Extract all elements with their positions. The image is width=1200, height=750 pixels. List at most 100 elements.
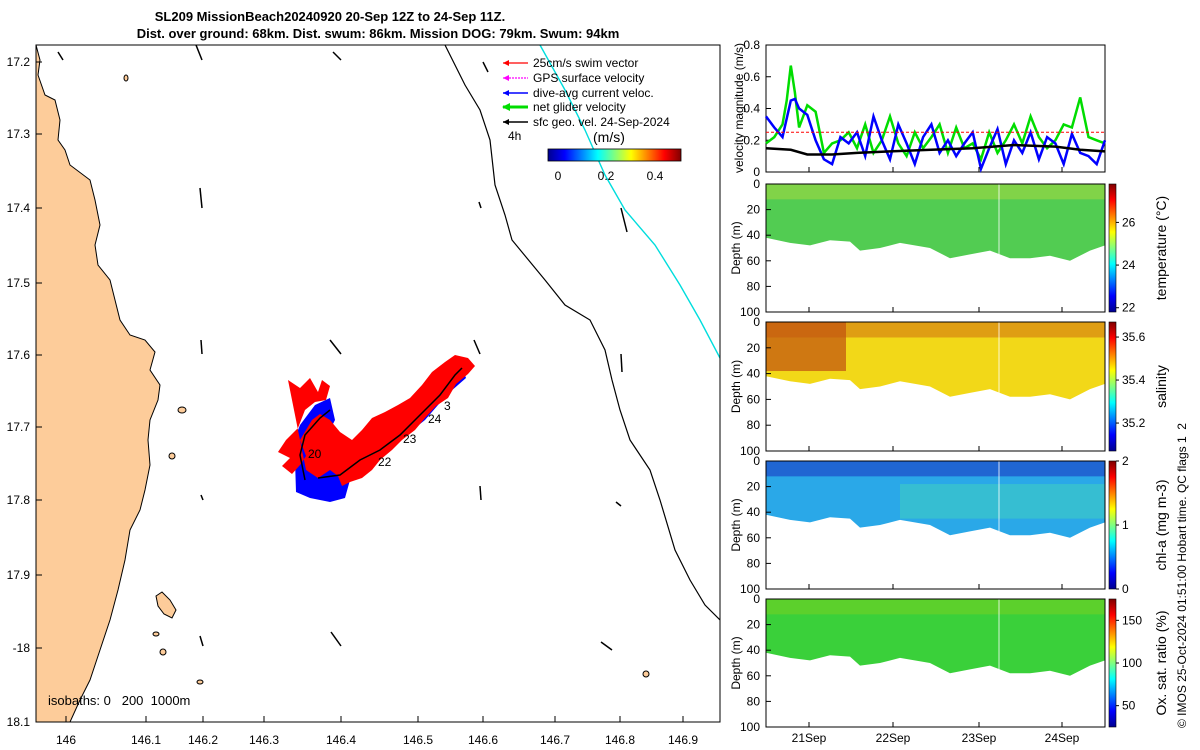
section-ylabel: Depth (m): [729, 636, 743, 689]
section-y-tick-label: 80: [747, 279, 761, 293]
map-x-tick-label: 146.5: [403, 733, 433, 747]
section-surface-layer: [766, 184, 1105, 200]
island: [155, 591, 177, 619]
map-legend: 25cm/s swim vector GPS surface velocity …: [502, 56, 682, 183]
section-data-field: [766, 322, 1105, 400]
section-colorbar-label: temperature (°C): [1153, 196, 1169, 300]
colorbar-label: (m/s): [593, 129, 625, 145]
map-y-tick-label: 17.2: [7, 55, 31, 69]
section-ylabel: Depth (m): [729, 360, 743, 413]
island: [196, 679, 204, 685]
timeseries-line-dive-avg-current-veloc-: [764, 97, 1107, 174]
map-x-tick-label: 146.4: [326, 733, 356, 747]
map-x-axis: 146 146.1 146.2 146.3 146.4 146.5 146.6 146.7 14…: [56, 716, 698, 747]
section-colorbar-label: chl-a (mg m-3): [1153, 479, 1169, 570]
section-colorbar-tick-label: 2: [1122, 454, 1129, 468]
map-y-tick-label: 17.6: [7, 348, 31, 362]
track-label-23: 23: [403, 432, 417, 446]
map-x-tick-label: 146.6: [468, 733, 498, 747]
isobath-1000: [539, 45, 720, 359]
section-y-tick-label: 100: [740, 305, 760, 319]
section-y-tick-label: 40: [747, 228, 761, 242]
side-note: © IMOS 25-Oct-2024 01:51:00 Hobart time.…: [1175, 423, 1189, 728]
section-colorbar-tick-label: 150: [1122, 613, 1142, 627]
map-x-tick-label: 146.2: [188, 733, 218, 747]
section-y-tick-label: 60: [747, 669, 761, 683]
section-colorbar-tick-label: 0: [1122, 582, 1129, 596]
timeseries-frame: [765, 44, 1106, 173]
map-x-tick-label: 146.1: [131, 733, 161, 747]
legend-item-net-glider: net glider velocity: [502, 100, 626, 114]
section-x-tick-label: 21Sep: [792, 731, 827, 745]
map-x-tick-label: 146.3: [249, 733, 279, 747]
section-y-tick-label: 60: [747, 392, 761, 406]
map-y-tick-label: 17.3: [7, 127, 31, 141]
section-y-tick-label: 40: [747, 367, 761, 381]
section-colorbar: [1108, 598, 1117, 728]
timeseries-ylabel: velocity magnitude (m/s): [732, 43, 746, 173]
map-y-tick-label: 17.9: [7, 568, 31, 582]
section-y-tick-label: 40: [747, 505, 761, 519]
timeseries-y-tick-label: 0.6: [743, 70, 760, 84]
section-y-tick-label: 100: [740, 720, 760, 734]
map-x-tick-label: 146.8: [605, 733, 635, 747]
timeseries-y-tick-label: 0.8: [743, 38, 760, 52]
legend-time: 4h: [508, 129, 521, 143]
timeseries-y-tick-label: 0.4: [743, 102, 760, 116]
section-y-tick-label: 0: [753, 315, 760, 329]
timeseries-y-axis: 0 0.2 0.4 0.6 0.8: [743, 38, 771, 179]
section-y-tick-label: 0: [753, 454, 760, 468]
section-colorbar-tick-label: 35.4: [1122, 373, 1146, 387]
section-colorbar-tick-label: 35.2: [1122, 416, 1146, 430]
section-y-tick-label: 100: [740, 582, 760, 596]
section-colorbar: [1108, 460, 1117, 590]
section-colorbar-tick-label: 50: [1122, 699, 1136, 713]
map-y-tick-label: 17.7: [7, 420, 31, 434]
section-frame: [765, 598, 1106, 728]
section-ylabel: Depth (m): [729, 498, 743, 551]
svg-text:net glider velocity: net glider velocity: [533, 100, 626, 114]
svg-text:GPS surface velocity: GPS surface velocity: [533, 71, 644, 85]
section-x-tick-label: 23Sep: [962, 731, 997, 745]
map-x-tick-label: 146.9: [668, 733, 698, 747]
section-colorbar-tick-label: 22: [1122, 301, 1136, 315]
island: [177, 406, 187, 414]
map-y-tick-label: 17.4: [7, 201, 31, 215]
section-panel-temperature: 0 20 40 60 80 100 Depth (m) 22 24 26 temperature (…: [729, 177, 1169, 319]
map-x-tick-label: 146: [56, 733, 76, 747]
svg-text:25cm/s swim vector: 25cm/s swim vector: [533, 56, 638, 70]
section-colorbar-tick-label: 35.6: [1122, 330, 1146, 344]
colorbar-tick: 0.4: [647, 169, 664, 183]
section-ylabel: Depth (m): [729, 221, 743, 274]
section-surface-layer: [766, 461, 1105, 477]
section-y-tick-label: 60: [747, 531, 761, 545]
section-y-tick-label: 60: [747, 254, 761, 268]
track-label-25: 3: [444, 399, 451, 413]
track-label-24: 24: [428, 412, 442, 426]
section-y-tick-label: 0: [753, 177, 760, 191]
island: [168, 452, 176, 460]
glider-swim-vectors: [278, 355, 475, 486]
island: [152, 631, 160, 637]
section-y-tick-label: 80: [747, 418, 761, 432]
island: [123, 74, 129, 82]
section-x-tick-label: 22Sep: [876, 731, 911, 745]
map-y-axis: 17.2 17.3 17.4 17.5 17.6 17.7 17.8 17.9 -18 18.1: [7, 55, 42, 729]
section-colorbar-tick-label: 100: [1122, 656, 1142, 670]
timeseries-y-tick-label: 0.2: [743, 133, 760, 147]
section-data-field: [766, 184, 1105, 261]
map-y-tick-label: 17.8: [7, 493, 31, 507]
map-frame: [35, 44, 721, 723]
legend-item-gps-velocity: GPS surface velocity: [503, 71, 644, 85]
map-y-tick-label: 18.1: [7, 715, 31, 729]
section-surface-layer: [766, 599, 1105, 615]
track-label-20: 20: [308, 447, 322, 461]
timeseries-series: [764, 65, 1107, 174]
section-y-tick-label: 20: [747, 480, 761, 494]
section-colorbar-tick-label: 1: [1122, 518, 1129, 532]
section-colorbar-label: Ox. sat. ratio (%): [1153, 610, 1169, 715]
isobath-legend: isobaths: 0 200 1000m: [48, 693, 190, 708]
map-x-tick-label: 146.7: [540, 733, 570, 747]
